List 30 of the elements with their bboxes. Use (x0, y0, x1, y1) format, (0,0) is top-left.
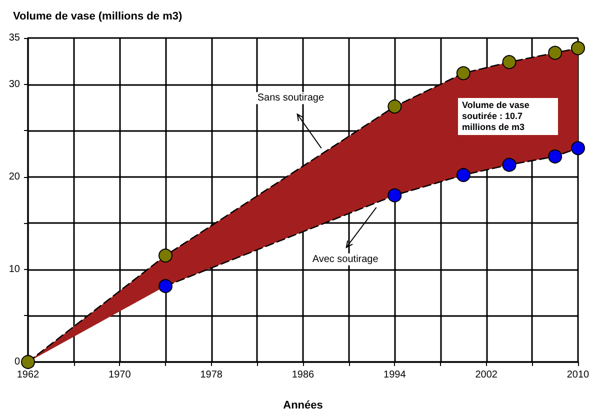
point (158, 279, 172, 294)
x-tick-label: 1978 (200, 370, 223, 380)
point (502, 158, 516, 172)
point (456, 66, 470, 80)
point (571, 141, 585, 156)
y-tick-label: 35 (8, 32, 20, 44)
x-tick-label: 1962 (16, 370, 40, 380)
y-tick-label: 0 (14, 356, 20, 368)
point (502, 55, 516, 70)
chart-title: Volume de vase (millions de m3) (13, 10, 182, 22)
annotation: Sans soutirage (257, 92, 324, 104)
point (571, 41, 585, 56)
text-box: Volume de vase soutirée : 10.7 millions de m3 (458, 98, 558, 135)
point (388, 188, 402, 202)
y-tick-label: 30 (8, 78, 20, 90)
annotation: Avec soutirage (312, 254, 379, 265)
point (388, 100, 402, 114)
point (21, 355, 35, 369)
point (548, 149, 562, 164)
x-tick-label: 2010 (566, 370, 590, 380)
x-tick-label: 1970 (108, 370, 132, 380)
point (158, 248, 172, 263)
x-tick-label: 1994 (384, 370, 406, 380)
point (548, 46, 562, 60)
y-tick-label: 20 (8, 171, 20, 182)
y-tick-label: 10 (8, 264, 20, 275)
point (456, 168, 470, 182)
x-tick-label: 2002 (475, 370, 498, 380)
x-axis-title: Années (283, 400, 323, 412)
x-tick-label: 1986 (292, 370, 315, 380)
